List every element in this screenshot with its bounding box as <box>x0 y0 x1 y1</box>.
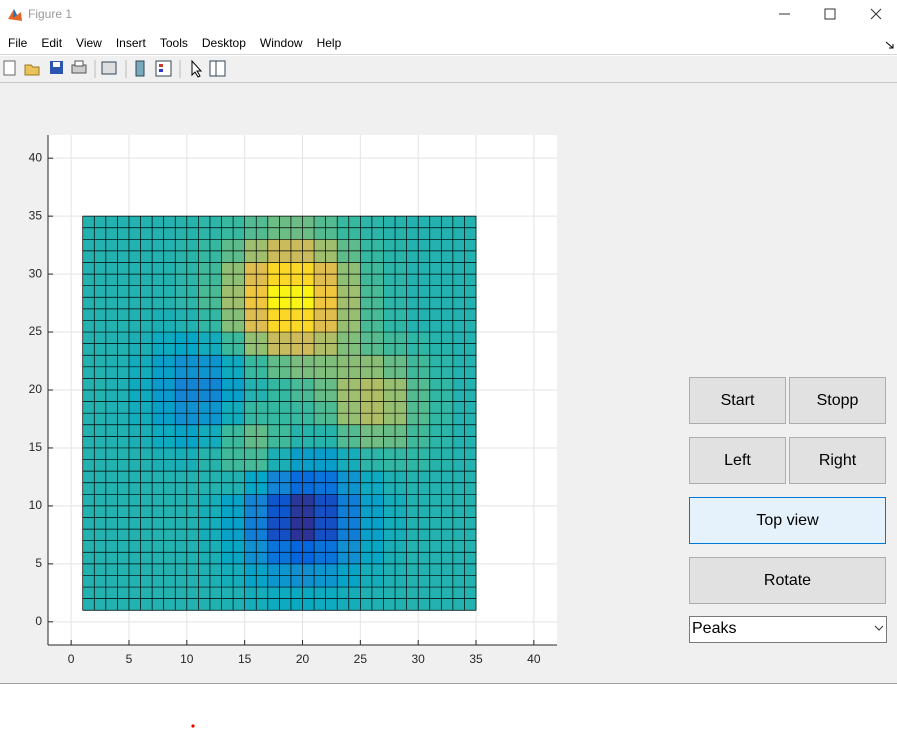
button[interactable]: Right <box>789 437 886 484</box>
dropdown-arrow <box>874 625 884 631</box>
cursor-dot <box>191 724 195 728</box>
menu-item[interactable]: Tools <box>159 35 188 50</box>
y-tick-label: 5 <box>35 556 42 570</box>
window-controls[interactable] <box>770 6 890 24</box>
menu-item[interactable]: Window <box>259 35 303 50</box>
y-tick-label: 30 <box>29 266 43 280</box>
window-title: Figure 1 <box>28 7 73 21</box>
x-tick-label: 10 <box>180 652 194 666</box>
menu-bar: File Edit View Insert Tools Desktop Window Help <box>0 31 897 55</box>
menu-item[interactable]: View <box>76 35 102 50</box>
y-tick-label: 15 <box>29 440 43 454</box>
x-tick-label: 25 <box>354 652 368 666</box>
menu-item[interactable]: File <box>8 35 28 50</box>
title-bar: Figure 1 <box>0 0 897 30</box>
menu-item[interactable]: Edit <box>41 35 63 50</box>
x-tick-label: 5 <box>126 652 133 666</box>
toolbar <box>0 41 897 83</box>
x-tick-label: 40 <box>527 652 541 666</box>
x-tick-label: 35 <box>469 652 483 666</box>
x-tick-label: 0 <box>68 652 75 666</box>
y-tick-label: 40 <box>29 150 43 164</box>
x-tick-label: 20 <box>296 652 310 666</box>
y-tick-label: 25 <box>29 324 43 338</box>
button[interactable]: Left <box>689 437 786 484</box>
x-tick-label: 15 <box>238 652 252 666</box>
dropdown[interactable]: Peaks <box>689 616 887 643</box>
menu-arrow[interactable] <box>885 40 895 50</box>
axes: 0 5 10 15 20 25 30 35 40 0 5 10 15 20 25 30 35 40 <box>29 135 557 666</box>
button[interactable]: Start <box>689 377 786 424</box>
y-tick-label: 10 <box>29 498 43 512</box>
menu-item[interactable]: Insert <box>115 35 146 50</box>
toolbar-icons[interactable] <box>0 56 240 82</box>
app-icon <box>8 9 22 21</box>
button[interactable]: Rotate <box>689 557 886 604</box>
y-tick-label: 35 <box>29 208 43 222</box>
dropdown-value: Peaks <box>692 620 737 637</box>
button[interactable]: Top view <box>689 497 886 544</box>
menu-item[interactable]: Desktop <box>201 35 246 50</box>
x-tick-label: 30 <box>412 652 426 666</box>
y-tick-label: 0 <box>35 614 42 628</box>
button[interactable]: Stopp <box>789 377 886 424</box>
y-tick-label: 20 <box>29 382 43 396</box>
menu-item[interactable]: Help <box>316 35 342 50</box>
